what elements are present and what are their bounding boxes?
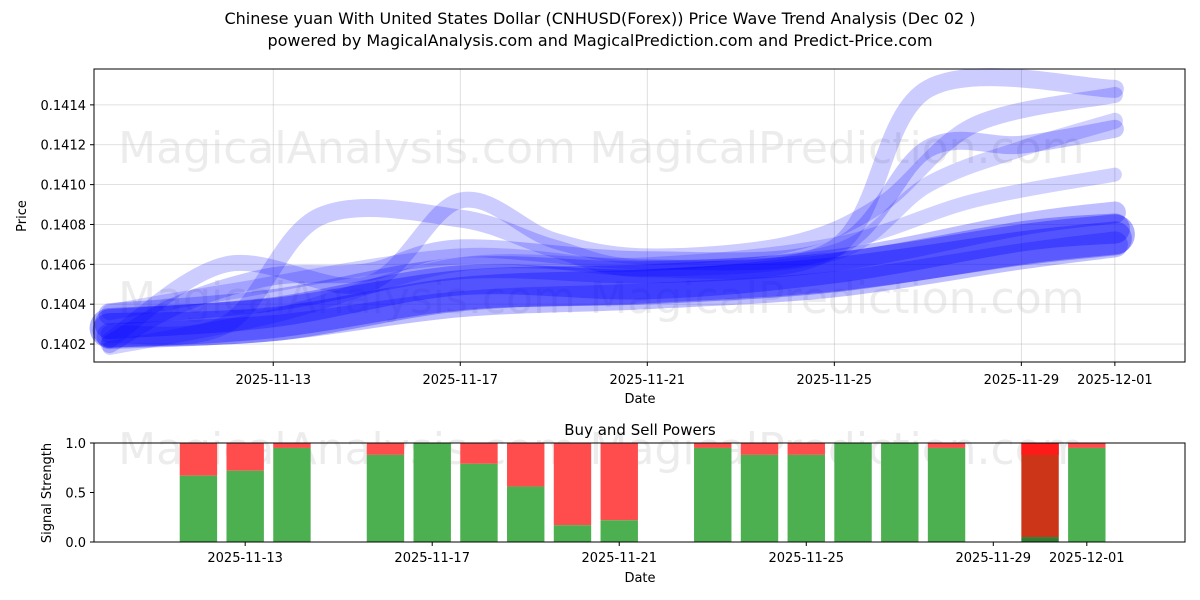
price-x-axis-label: Date xyxy=(624,392,655,407)
powers-x-tick-label: 2025-11-25 xyxy=(768,551,844,566)
sell-bar-highlight xyxy=(1021,443,1059,455)
powers-y-axis-label: Signal Strength xyxy=(40,443,55,543)
sell-bar xyxy=(226,443,264,471)
sell-bar xyxy=(366,443,405,455)
powers-x-tick-label: 2025-11-29 xyxy=(956,551,1032,566)
sell-bar xyxy=(507,443,545,487)
buy-bar xyxy=(507,486,545,542)
powers-title: Buy and Sell Powers xyxy=(564,421,716,439)
price-x-tick-label: 2025-11-25 xyxy=(797,373,873,388)
buy-bar xyxy=(834,443,872,542)
powers-y-tick-label: 0.0 xyxy=(65,536,86,551)
buy-bar xyxy=(740,454,779,542)
price-wave-3 xyxy=(96,231,1128,350)
price-y-tick-label: 0.1410 xyxy=(41,179,87,194)
powers-y-tick-label: 1.0 xyxy=(65,437,86,452)
buy-bar xyxy=(1068,447,1106,542)
price-wave-7 xyxy=(101,86,1123,349)
price-wave-10 xyxy=(89,214,1135,349)
sell-bar xyxy=(927,443,966,448)
price-y-tick-label: 0.1412 xyxy=(41,139,87,154)
price-watermark: MagicalPrediction.com xyxy=(590,273,1085,324)
buy-bar xyxy=(787,454,825,542)
sell-bar xyxy=(1021,443,1059,538)
sell-bar xyxy=(694,443,732,448)
powers-y-tick-label: 0.5 xyxy=(65,487,86,502)
price-x-tick-label: 2025-12-01 xyxy=(1077,373,1153,388)
price-y-axis-label: Price xyxy=(15,200,30,232)
powers-x-tick-label: 2025-11-17 xyxy=(394,551,470,566)
buy-bar xyxy=(881,443,919,542)
price-y-tick-label: 0.1402 xyxy=(41,338,87,353)
buy-bar xyxy=(927,447,966,542)
powers-x-tick-label: 2025-11-21 xyxy=(581,551,657,566)
buy-bar xyxy=(694,447,732,542)
buy-bar xyxy=(553,525,592,542)
buy-bar xyxy=(413,443,451,542)
price-wave-6 xyxy=(100,68,1124,345)
price-wave-8 xyxy=(101,112,1123,321)
price-x-tick-label: 2025-11-13 xyxy=(235,373,311,388)
buy-bar xyxy=(273,447,311,542)
buy-bar xyxy=(366,454,405,542)
sell-bar xyxy=(460,443,498,464)
price-plot-frame xyxy=(93,68,1186,363)
sell-bar xyxy=(600,443,638,521)
price-watermark: MagicalPrediction.com xyxy=(590,123,1085,174)
price-wave-9 xyxy=(102,167,1122,355)
powers-x-tick-label: 2025-11-13 xyxy=(207,551,283,566)
price-wave-4 xyxy=(98,201,1126,326)
chart-subtitle: powered by MagicalAnalysis.com and Magic… xyxy=(267,31,933,50)
buy-bar xyxy=(600,520,638,542)
sell-bar xyxy=(179,443,218,476)
price-x-tick-label: 2025-11-17 xyxy=(422,373,498,388)
chart-title: Chinese yuan With United States Dollar (… xyxy=(224,9,976,28)
buy-bar xyxy=(179,475,218,542)
price-wave-5 xyxy=(100,119,1124,354)
buy-bar xyxy=(460,463,498,542)
powers-x-tick-label: 2025-12-01 xyxy=(1049,551,1125,566)
sell-bar xyxy=(740,443,779,455)
sell-bar xyxy=(787,443,825,455)
price-y-tick-label: 0.1406 xyxy=(41,258,87,273)
price-x-tick-label: 2025-11-21 xyxy=(610,373,686,388)
price-y-tick-label: 0.1414 xyxy=(41,99,87,114)
sell-bar xyxy=(553,443,592,526)
buy-bar xyxy=(226,470,264,542)
price-watermark: MagicalAnalysis.com xyxy=(118,123,576,174)
price-y-tick-label: 0.1404 xyxy=(41,298,87,313)
sell-bar xyxy=(1068,443,1106,448)
buy-bar xyxy=(1021,537,1059,542)
price-x-tick-label: 2025-11-29 xyxy=(984,373,1060,388)
powers-x-axis-label: Date xyxy=(624,571,655,586)
price-watermark: MagicalAnalysis.com xyxy=(118,273,576,324)
price-wave-2 xyxy=(94,213,1130,340)
price-y-tick-label: 0.1408 xyxy=(41,218,87,233)
price-wave-1 xyxy=(92,221,1132,348)
sell-bar xyxy=(273,443,311,448)
